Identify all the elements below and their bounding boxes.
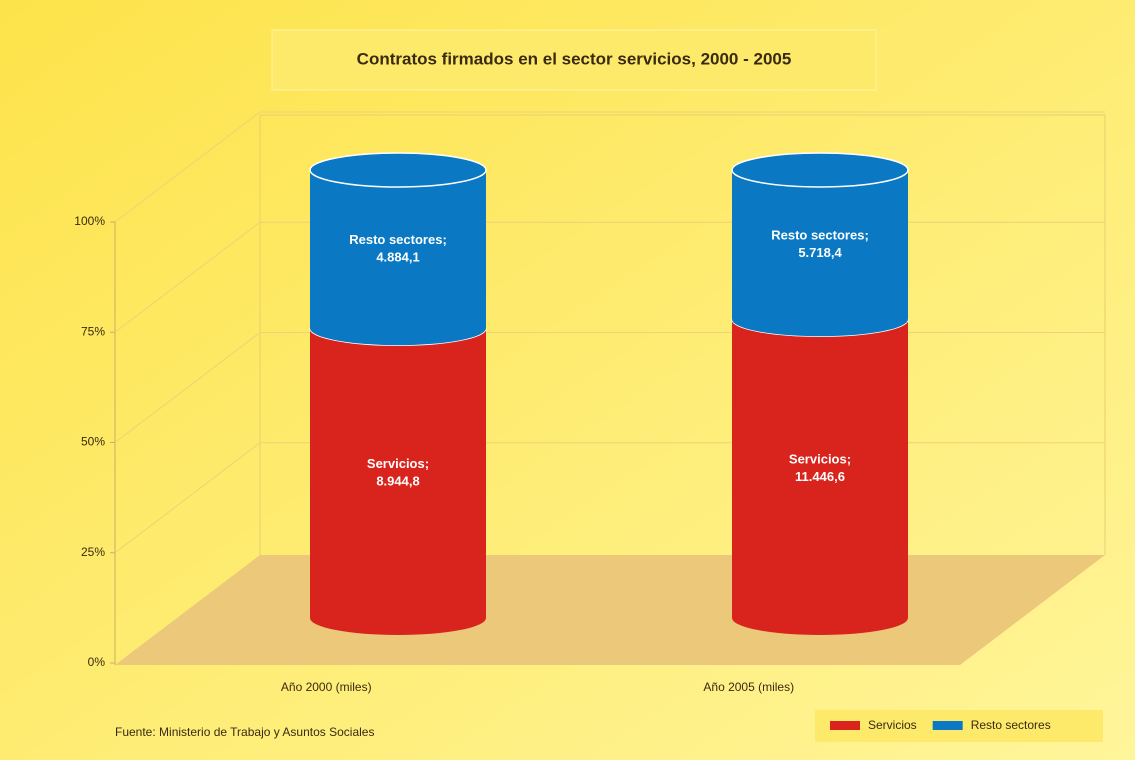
bar-cap (309, 152, 487, 188)
data-label: Servicios; (789, 452, 851, 467)
back-wall (259, 114, 1106, 555)
chart-title: Contratos firmados en el sector servicio… (357, 49, 792, 68)
data-label: Servicios; (367, 457, 429, 472)
grid-line (114, 111, 1105, 223)
floor (115, 555, 1105, 665)
legend-swatch (830, 721, 860, 730)
legend-label: Resto sectores (971, 718, 1051, 732)
data-label: Resto sectores; (349, 233, 447, 248)
bar (310, 328, 486, 635)
x-tick-label: Año 2005 (miles) (703, 680, 794, 694)
data-label-name: Servicios (367, 457, 425, 472)
y-tick-label: 100% (74, 214, 105, 228)
data-label-separator: ; (425, 457, 429, 472)
y-tick-label: 25% (81, 545, 105, 559)
bar (732, 170, 908, 337)
y-tick-label: 0% (88, 655, 106, 669)
data-label-separator: ; (442, 233, 446, 248)
data-label: Resto sectores; (771, 228, 869, 243)
data-label-value: 8.944,8 (376, 474, 419, 489)
y-tick-label: 75% (81, 324, 105, 338)
data-label-value: 11.446,6 (795, 469, 845, 484)
bar (732, 319, 908, 635)
x-tick-label: Año 2000 (miles) (281, 680, 372, 694)
data-label-name: Servicios (789, 452, 847, 467)
data-label-name: Resto sectores (349, 233, 442, 248)
data-label-separator: ; (864, 228, 868, 243)
y-tick-label: 50% (81, 435, 105, 449)
legend-label: Servicios (868, 718, 917, 732)
data-label-value: 5.718,4 (798, 245, 842, 260)
title-box (271, 29, 877, 91)
data-label-value: 4.884,1 (376, 250, 419, 265)
bar (310, 170, 486, 346)
source: Fuente: Ministerio de Trabajo y Asuntos … (115, 725, 374, 739)
legend-swatch (932, 721, 963, 730)
bar-cap (731, 152, 909, 188)
data-label-separator: ; (847, 452, 851, 467)
data-label-name: Resto sectores (771, 228, 864, 243)
